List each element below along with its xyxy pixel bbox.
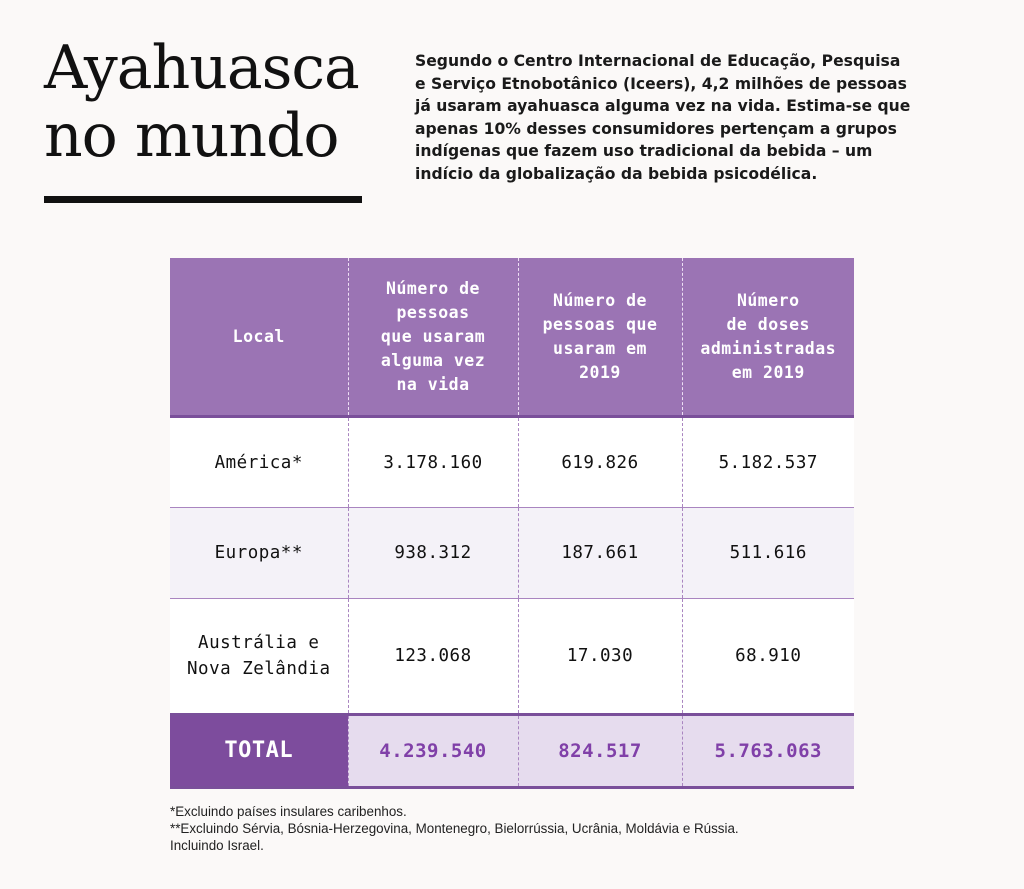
footnotes: *Excluindo países insulares caribenhos. … — [170, 803, 870, 854]
table-row: América* 3.178.160 619.826 5.182.537 — [170, 416, 854, 508]
header-doses-2019: Número de doses administradas em 2019 — [681, 258, 854, 418]
header-users-2019: Número de pessoas que usaram em 2019 — [517, 258, 682, 418]
intro-paragraph: Segundo o Centro Internacional de Educaç… — [415, 52, 911, 183]
table-row: Europa** 938.312 187.661 511.616 — [170, 507, 854, 599]
footnote: *Excluindo países insulares caribenhos. — [170, 804, 407, 819]
total-label: TOTAL — [170, 713, 348, 789]
cell-value: 68.910 — [681, 598, 854, 715]
cell-value: 511.616 — [681, 507, 854, 599]
cell-region: Europa** — [170, 507, 348, 599]
total-value: 5.763.063 — [681, 713, 854, 789]
cell-value: 5.182.537 — [681, 416, 854, 508]
cell-region: Austrália e Nova Zelândia — [170, 598, 348, 715]
total-row: TOTAL 4.239.540 824.517 5.763.063 — [170, 713, 854, 789]
cell-value: 619.826 — [517, 416, 682, 508]
header-local: Local — [170, 258, 348, 418]
title-underline — [44, 196, 362, 203]
total-value: 4.239.540 — [347, 713, 518, 789]
cell-value: 938.312 — [347, 507, 518, 599]
cell-value: 17.030 — [517, 598, 682, 715]
header-lifetime-users: Número de pessoas que usaram alguma vez … — [347, 258, 518, 418]
cell-value: 187.661 — [517, 507, 682, 599]
cell-value: 123.068 — [347, 598, 518, 715]
data-table: Local Número de pessoas que usaram algum… — [170, 258, 854, 789]
table-row: Austrália e Nova Zelândia 123.068 17.030… — [170, 598, 854, 715]
table-header-row: Local Número de pessoas que usaram algum… — [170, 258, 854, 418]
cell-region: América* — [170, 416, 348, 508]
total-value: 824.517 — [517, 713, 682, 789]
cell-value: 3.178.160 — [347, 416, 518, 508]
page-title: Ayahuasca no mundo — [44, 33, 360, 171]
footnote: **Excluindo Sérvia, Bósnia-Herzegovina, … — [170, 821, 739, 853]
